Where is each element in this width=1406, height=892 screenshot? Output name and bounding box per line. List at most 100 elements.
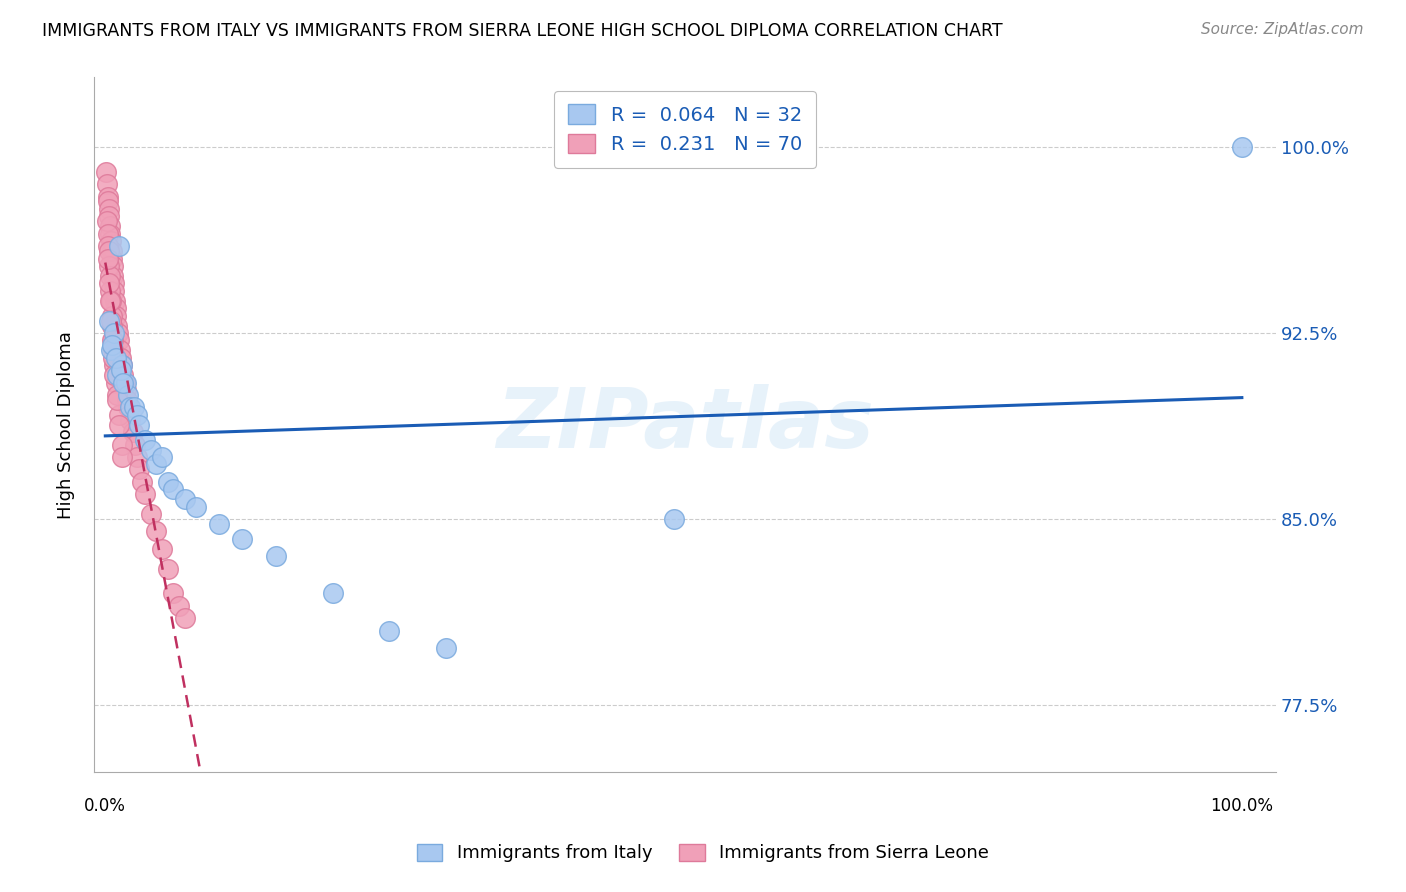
Point <box>134 433 156 447</box>
Point <box>173 492 195 507</box>
Point <box>150 450 173 464</box>
Point <box>208 516 231 531</box>
Point <box>103 277 125 291</box>
Point <box>120 413 142 427</box>
Point <box>114 376 136 390</box>
Point <box>1230 140 1253 154</box>
Point <box>124 437 146 451</box>
Point <box>115 392 138 407</box>
Point <box>104 351 127 365</box>
Point <box>100 313 122 327</box>
Point <box>103 343 125 358</box>
Point <box>101 334 124 348</box>
Point <box>121 425 143 440</box>
Point <box>112 376 135 390</box>
Point <box>108 408 131 422</box>
Point <box>139 507 162 521</box>
Point <box>162 482 184 496</box>
Point <box>104 301 127 315</box>
Point <box>97 244 120 258</box>
Point <box>103 284 125 298</box>
Point <box>186 500 208 514</box>
Point <box>150 541 173 556</box>
Point <box>110 351 132 365</box>
Point <box>97 189 120 203</box>
Point <box>128 417 150 432</box>
Point <box>98 293 121 308</box>
Point <box>114 376 136 390</box>
Point <box>156 475 179 489</box>
Point <box>98 210 121 224</box>
Point <box>111 358 134 372</box>
Point <box>100 284 122 298</box>
Text: IMMIGRANTS FROM ITALY VS IMMIGRANTS FROM SIERRA LEONE HIGH SCHOOL DIPLOMA CORREL: IMMIGRANTS FROM ITALY VS IMMIGRANTS FROM… <box>42 22 1002 40</box>
Point <box>97 313 120 327</box>
Point <box>103 351 125 365</box>
Point <box>167 599 190 613</box>
Point <box>97 227 120 241</box>
Point <box>120 401 142 415</box>
Point <box>378 624 401 638</box>
Point <box>100 293 122 308</box>
Point <box>100 244 122 258</box>
Y-axis label: High School Diploma: High School Diploma <box>58 331 75 518</box>
Point <box>108 239 131 253</box>
Point <box>108 417 131 432</box>
Point <box>145 458 167 472</box>
Point <box>108 334 131 348</box>
Point <box>103 268 125 283</box>
Point <box>264 549 287 564</box>
Point <box>128 462 150 476</box>
Point <box>101 318 124 333</box>
Point <box>111 437 134 451</box>
Point <box>434 640 457 655</box>
Point <box>100 234 122 248</box>
Point <box>322 586 344 600</box>
Point <box>117 401 139 415</box>
Point <box>98 268 121 283</box>
Point <box>97 202 120 216</box>
Point <box>114 383 136 397</box>
Point <box>105 388 128 402</box>
Point <box>131 475 153 489</box>
Point <box>96 164 118 178</box>
Point <box>662 512 685 526</box>
Point <box>105 392 128 407</box>
Point <box>103 358 125 372</box>
Point <box>101 334 124 348</box>
Point <box>162 586 184 600</box>
Point <box>127 450 149 464</box>
Point <box>97 239 120 253</box>
Point <box>103 368 125 383</box>
Point <box>173 611 195 625</box>
Point <box>104 376 127 390</box>
Point <box>104 293 127 308</box>
Point <box>105 309 128 323</box>
Point <box>100 343 122 358</box>
Point <box>101 259 124 273</box>
Point <box>110 363 132 377</box>
Point <box>100 227 122 241</box>
Point <box>107 326 129 340</box>
Point <box>101 252 124 266</box>
Point <box>97 194 120 209</box>
Point <box>101 338 124 352</box>
Point <box>122 401 145 415</box>
Point <box>97 277 120 291</box>
Text: 100.0%: 100.0% <box>1211 797 1274 814</box>
Text: 0.0%: 0.0% <box>84 797 127 814</box>
Point <box>117 388 139 402</box>
Text: ZIPatlas: ZIPatlas <box>496 384 875 466</box>
Point <box>96 214 118 228</box>
Point <box>96 177 118 191</box>
Point <box>156 561 179 575</box>
Point <box>145 524 167 539</box>
Point <box>127 408 149 422</box>
Point <box>98 219 121 234</box>
Point <box>111 358 134 372</box>
Point <box>97 252 120 266</box>
Legend: Immigrants from Italy, Immigrants from Sierra Leone: Immigrants from Italy, Immigrants from S… <box>409 837 997 870</box>
Point <box>105 368 128 383</box>
Point <box>108 343 131 358</box>
Text: Source: ZipAtlas.com: Source: ZipAtlas.com <box>1201 22 1364 37</box>
